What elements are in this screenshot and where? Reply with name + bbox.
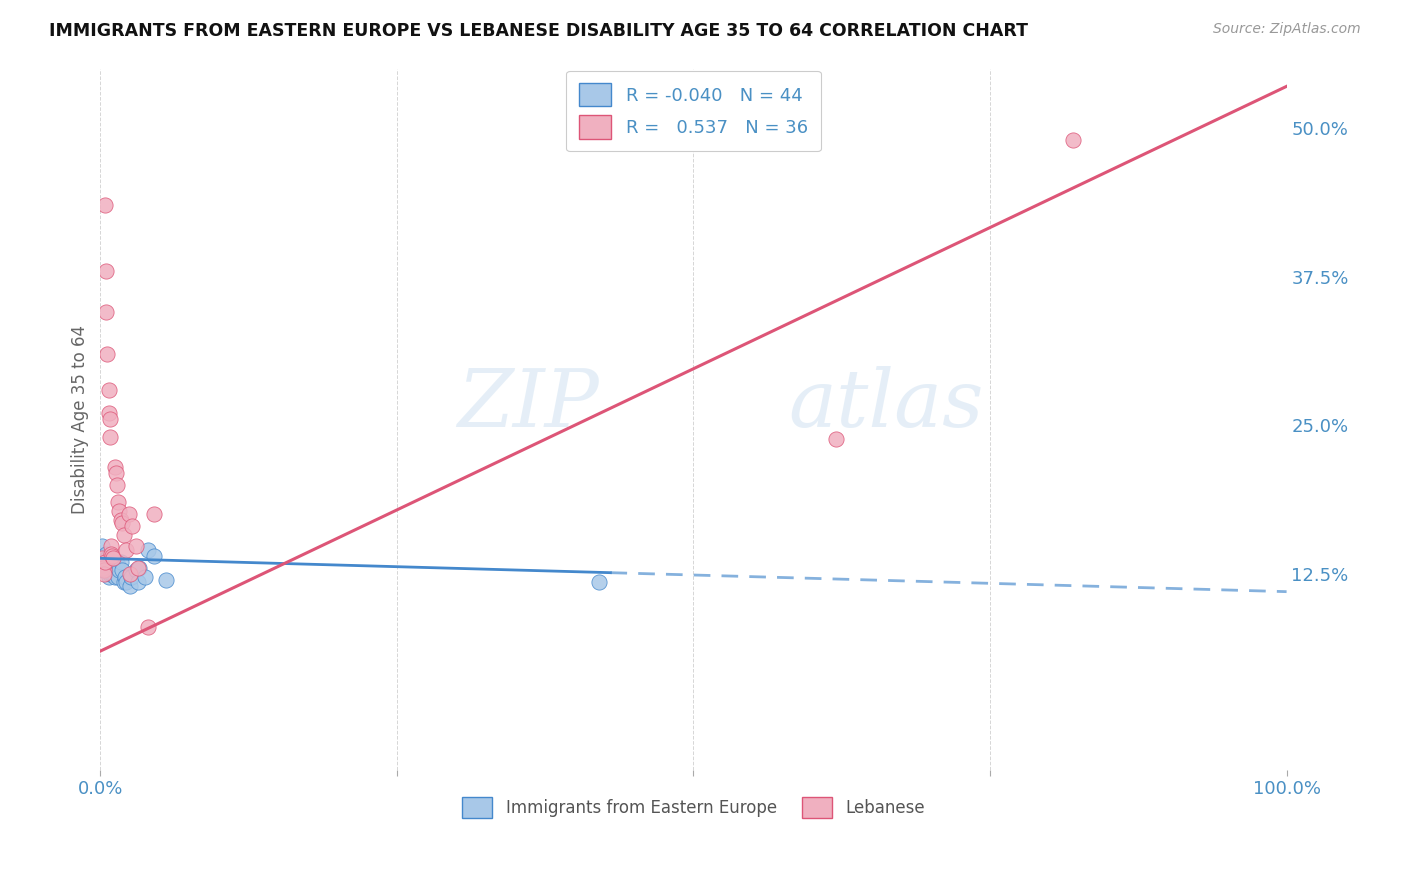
Point xyxy=(96,305,118,319)
Point xyxy=(121,519,143,533)
Y-axis label: Disability Age 35 to 64: Disability Age 35 to 64 xyxy=(72,325,89,514)
Point xyxy=(100,547,122,561)
Point xyxy=(96,561,118,575)
Point xyxy=(101,549,124,563)
Point xyxy=(96,555,118,569)
Point xyxy=(98,412,121,426)
Point xyxy=(114,570,136,584)
Point xyxy=(136,543,159,558)
Point xyxy=(824,433,846,447)
Point xyxy=(101,566,124,581)
Point xyxy=(111,516,134,530)
Point xyxy=(91,558,114,573)
Point xyxy=(127,575,149,590)
Point xyxy=(91,563,114,577)
Point xyxy=(134,570,156,584)
Point xyxy=(96,551,118,566)
Point xyxy=(93,563,115,577)
Point xyxy=(112,575,135,590)
Point xyxy=(105,477,128,491)
Point xyxy=(136,620,159,634)
Point xyxy=(97,406,120,420)
Point xyxy=(103,570,125,584)
Point xyxy=(98,558,121,573)
Point xyxy=(110,513,132,527)
Point xyxy=(100,558,122,573)
Point xyxy=(120,570,142,584)
Point xyxy=(127,561,149,575)
Point xyxy=(100,540,122,554)
Point xyxy=(118,579,141,593)
Text: IMMIGRANTS FROM EASTERN EUROPE VS LEBANESE DISABILITY AGE 35 TO 64 CORRELATION C: IMMIGRANTS FROM EASTERN EUROPE VS LEBANE… xyxy=(49,22,1028,40)
Text: Source: ZipAtlas.com: Source: ZipAtlas.com xyxy=(1213,22,1361,37)
Point xyxy=(98,430,121,444)
Point xyxy=(103,459,125,474)
Point xyxy=(93,555,115,569)
Point xyxy=(103,563,125,577)
Point xyxy=(90,551,112,566)
Point xyxy=(94,563,117,577)
Point xyxy=(108,504,131,518)
Point xyxy=(101,561,124,575)
Point xyxy=(125,540,148,554)
Point xyxy=(118,566,141,581)
Point xyxy=(97,383,120,397)
Point xyxy=(97,570,120,584)
Point xyxy=(104,466,127,480)
Point xyxy=(96,347,118,361)
Point xyxy=(104,555,127,569)
Point xyxy=(142,549,165,563)
Point xyxy=(111,563,134,577)
Point xyxy=(103,551,125,566)
Point xyxy=(94,198,117,212)
Text: atlas: atlas xyxy=(789,367,984,444)
Point xyxy=(97,554,120,568)
Point xyxy=(107,495,129,509)
Point xyxy=(93,549,115,563)
Point xyxy=(94,558,117,573)
Point xyxy=(115,575,138,590)
Point xyxy=(91,561,114,575)
Point xyxy=(96,263,118,277)
Point xyxy=(103,561,125,575)
Point xyxy=(98,566,121,581)
Point xyxy=(125,563,148,577)
Point xyxy=(97,563,120,577)
Point xyxy=(118,508,141,522)
Point xyxy=(115,543,138,558)
Text: ZIP: ZIP xyxy=(457,367,599,444)
Point xyxy=(155,573,177,587)
Point xyxy=(588,575,610,590)
Point xyxy=(112,527,135,541)
Point xyxy=(105,561,128,575)
Point xyxy=(128,561,150,575)
Point xyxy=(96,561,118,575)
Point xyxy=(1062,133,1084,147)
Point xyxy=(93,566,115,581)
Point xyxy=(142,508,165,522)
Point xyxy=(94,555,117,569)
Point xyxy=(110,555,132,569)
Point xyxy=(96,547,118,561)
Point xyxy=(90,540,112,554)
Point xyxy=(100,563,122,577)
Point xyxy=(108,563,131,577)
Legend: Immigrants from Eastern Europe, Lebanese: Immigrants from Eastern Europe, Lebanese xyxy=(456,790,931,825)
Point xyxy=(107,570,129,584)
Point xyxy=(91,551,114,566)
Point xyxy=(107,558,129,573)
